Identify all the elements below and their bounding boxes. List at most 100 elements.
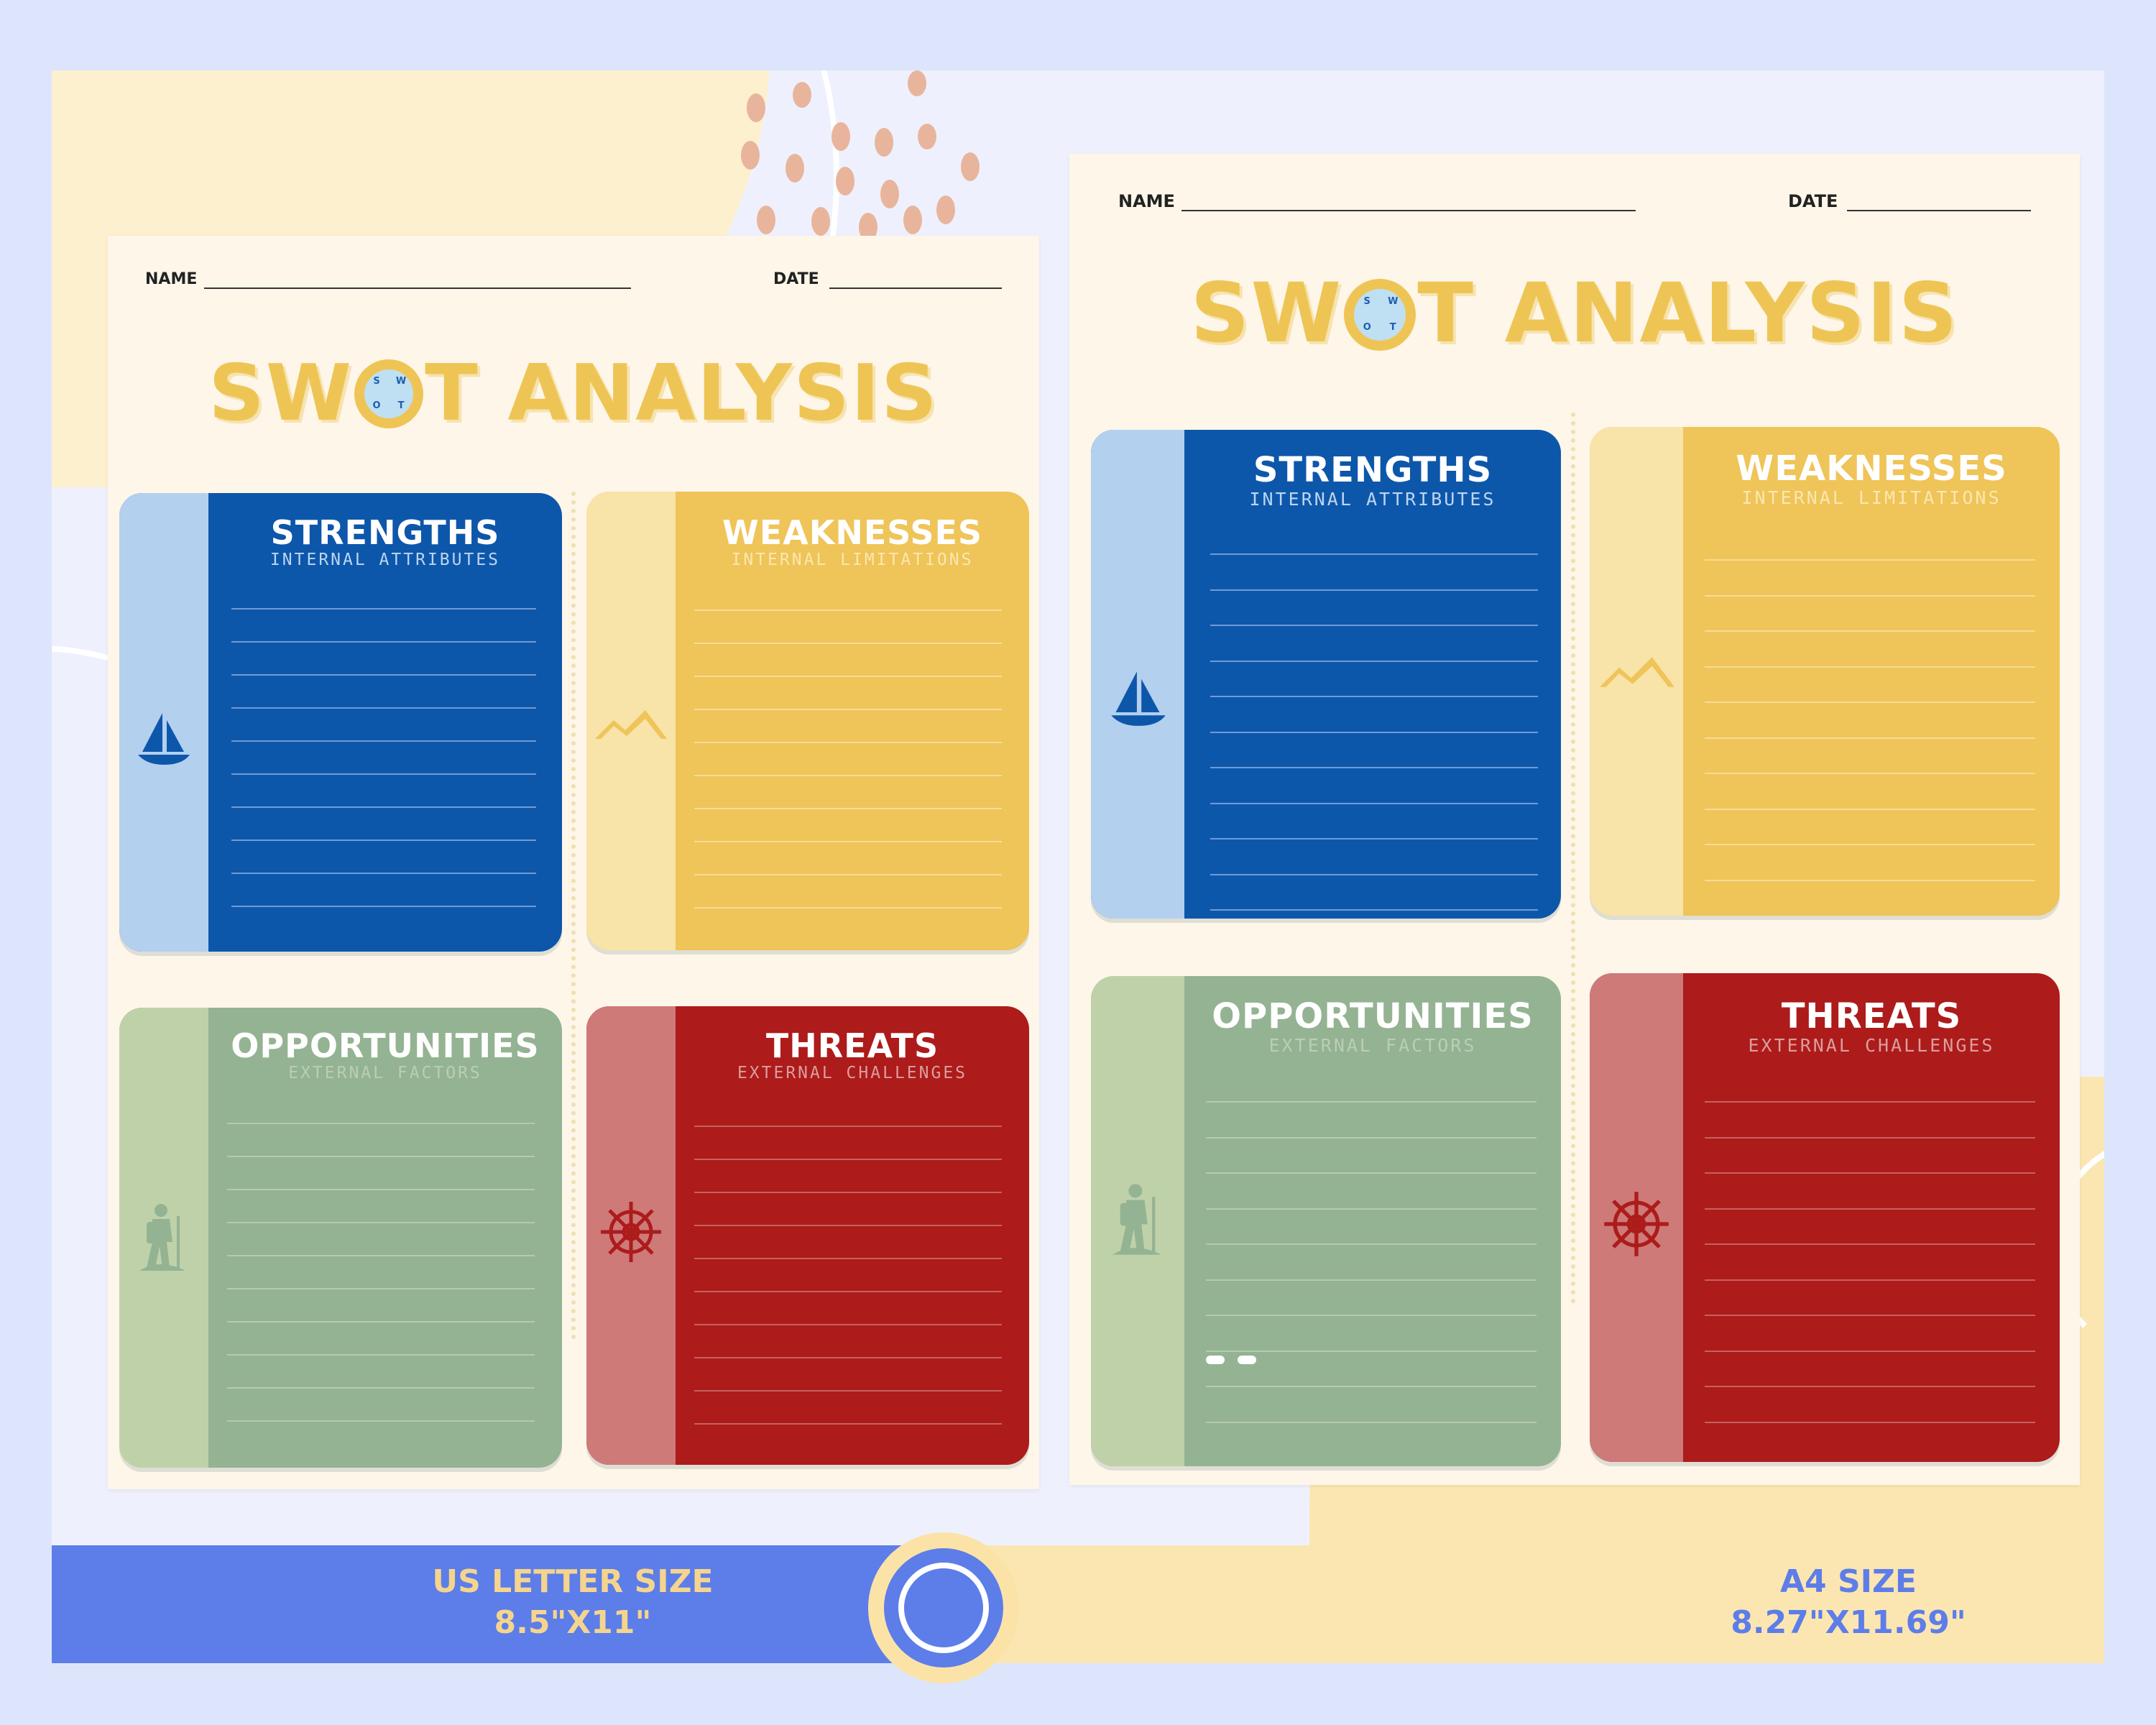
writing-line[interactable] [231, 840, 536, 841]
writing-line[interactable] [231, 707, 536, 709]
writing-line[interactable] [1210, 553, 1538, 555]
writing-line[interactable] [227, 1420, 535, 1422]
writing-line[interactable] [694, 1357, 1002, 1358]
strengths-card[interactable]: STRENGTHS INTERNAL ATTRIBUTES [1091, 430, 1561, 919]
weaknesses-card[interactable]: WEAKNESSES INTERNAL LIMITATIONS [1590, 427, 2060, 916]
writing-line[interactable] [694, 1324, 1002, 1325]
writing-line[interactable] [1210, 767, 1538, 768]
writing-line[interactable] [1210, 625, 1538, 626]
writing-line[interactable] [1705, 808, 2035, 810]
name-field[interactable] [1181, 210, 1636, 211]
opportunities-subtitle: EXTERNAL FACTORS [288, 1064, 482, 1082]
writing-line[interactable] [1206, 1172, 1537, 1174]
writing-line[interactable] [694, 1225, 1002, 1226]
writing-line[interactable] [1705, 1386, 2035, 1387]
writing-line[interactable] [694, 1258, 1002, 1259]
writing-line[interactable] [694, 1192, 1002, 1193]
writing-line[interactable] [694, 1159, 1002, 1160]
writing-line[interactable] [1210, 660, 1538, 662]
writing-line[interactable] [1206, 1101, 1537, 1103]
writing-line[interactable] [231, 873, 536, 874]
opportunities-card[interactable]: OPPORTUNITIES EXTERNAL FACTORS [1091, 976, 1561, 1466]
writing-line[interactable] [694, 1390, 1002, 1392]
writing-line[interactable] [231, 906, 536, 907]
strengths-card[interactable]: STRENGTHS INTERNAL ATTRIBUTES [119, 493, 562, 952]
writing-line[interactable] [1705, 1243, 2035, 1245]
writing-line[interactable] [694, 1126, 1002, 1127]
writing-line[interactable] [227, 1156, 535, 1157]
writing-line[interactable] [1705, 737, 2035, 739]
writing-line[interactable] [1206, 1315, 1537, 1316]
writing-line[interactable] [1206, 1421, 1537, 1423]
writing-line[interactable] [694, 676, 1002, 677]
writing-line[interactable] [694, 907, 1002, 908]
writing-line[interactable] [1705, 702, 2035, 703]
weaknesses-card[interactable]: WEAKNESSES INTERNAL LIMITATIONS [586, 492, 1029, 950]
writing-line[interactable] [1705, 1101, 2035, 1103]
writing-line[interactable] [227, 1123, 535, 1124]
writing-line[interactable] [694, 874, 1002, 875]
writing-line[interactable] [694, 709, 1002, 710]
writing-line[interactable] [231, 608, 536, 610]
writing-line[interactable] [694, 775, 1002, 776]
writing-line[interactable] [1210, 731, 1538, 733]
writing-line[interactable] [1705, 773, 2035, 774]
writing-line[interactable] [1705, 844, 2035, 845]
letter-size-banner: US LETTER SIZE 8.5"X11" [52, 1545, 943, 1663]
date-field[interactable] [1847, 210, 2031, 211]
writing-line[interactable] [1210, 696, 1538, 697]
a4-size-dims: 8.27"X11.69" [1731, 1604, 1966, 1642]
writing-line[interactable] [1705, 559, 2035, 561]
opportunities-subtitle: EXTERNAL FACTORS [1268, 1035, 1477, 1056]
divider-dots-vertical [571, 492, 580, 1340]
writing-line[interactable] [694, 1291, 1002, 1292]
writing-line[interactable] [1705, 1208, 2035, 1210]
writing-line[interactable] [694, 808, 1002, 809]
opportunities-card[interactable]: OPPORTUNITIES EXTERNAL FACTORS [119, 1008, 562, 1468]
writing-line[interactable] [1705, 1279, 2035, 1281]
writing-line[interactable] [1705, 1350, 2035, 1352]
writing-line[interactable] [227, 1255, 535, 1256]
writing-line[interactable] [694, 841, 1002, 842]
writing-line[interactable] [1210, 873, 1538, 875]
writing-line[interactable] [1705, 879, 2035, 881]
writing-line[interactable] [694, 643, 1002, 644]
writing-line[interactable] [1705, 1421, 2035, 1423]
writing-line[interactable] [694, 610, 1002, 611]
date-field[interactable] [829, 288, 1002, 289]
writing-line[interactable] [231, 773, 536, 775]
writing-line[interactable] [227, 1321, 535, 1322]
writing-line[interactable] [1206, 1136, 1537, 1138]
writing-line[interactable] [1206, 1350, 1537, 1352]
writing-line[interactable] [227, 1288, 535, 1289]
writing-line[interactable] [1705, 630, 2035, 632]
writing-line[interactable] [1705, 1172, 2035, 1174]
writing-line[interactable] [231, 641, 536, 643]
writing-line[interactable] [227, 1222, 535, 1223]
threats-card[interactable]: THREATS EXTERNAL CHALLENGES [1590, 973, 2060, 1462]
name-field[interactable] [204, 288, 631, 289]
writing-line[interactable] [1210, 589, 1538, 591]
writing-line[interactable] [1705, 666, 2035, 668]
writing-line[interactable] [227, 1354, 535, 1356]
writing-line[interactable] [694, 742, 1002, 743]
writing-line[interactable] [694, 1423, 1002, 1425]
writing-line[interactable] [231, 806, 536, 808]
writing-line[interactable] [227, 1189, 535, 1190]
writing-line[interactable] [1705, 1315, 2035, 1316]
writing-line[interactable] [231, 674, 536, 676]
writing-line[interactable] [227, 1387, 535, 1389]
writing-line[interactable] [231, 740, 536, 742]
writing-line[interactable] [1705, 594, 2035, 597]
writing-line[interactable] [1206, 1279, 1537, 1281]
writing-line[interactable] [1210, 802, 1538, 804]
threats-card[interactable]: THREATS EXTERNAL CHALLENGES [586, 1006, 1029, 1465]
writing-line[interactable] [1705, 1136, 2035, 1138]
a4-size-banner: A4 SIZE 8.27"X11.69" [943, 1545, 2104, 1663]
logo-letter: O [1363, 321, 1371, 333]
writing-line[interactable] [1206, 1243, 1537, 1245]
writing-line[interactable] [1206, 1208, 1537, 1210]
writing-line[interactable] [1210, 909, 1538, 911]
writing-line[interactable] [1206, 1386, 1537, 1387]
writing-line[interactable] [1210, 838, 1538, 840]
